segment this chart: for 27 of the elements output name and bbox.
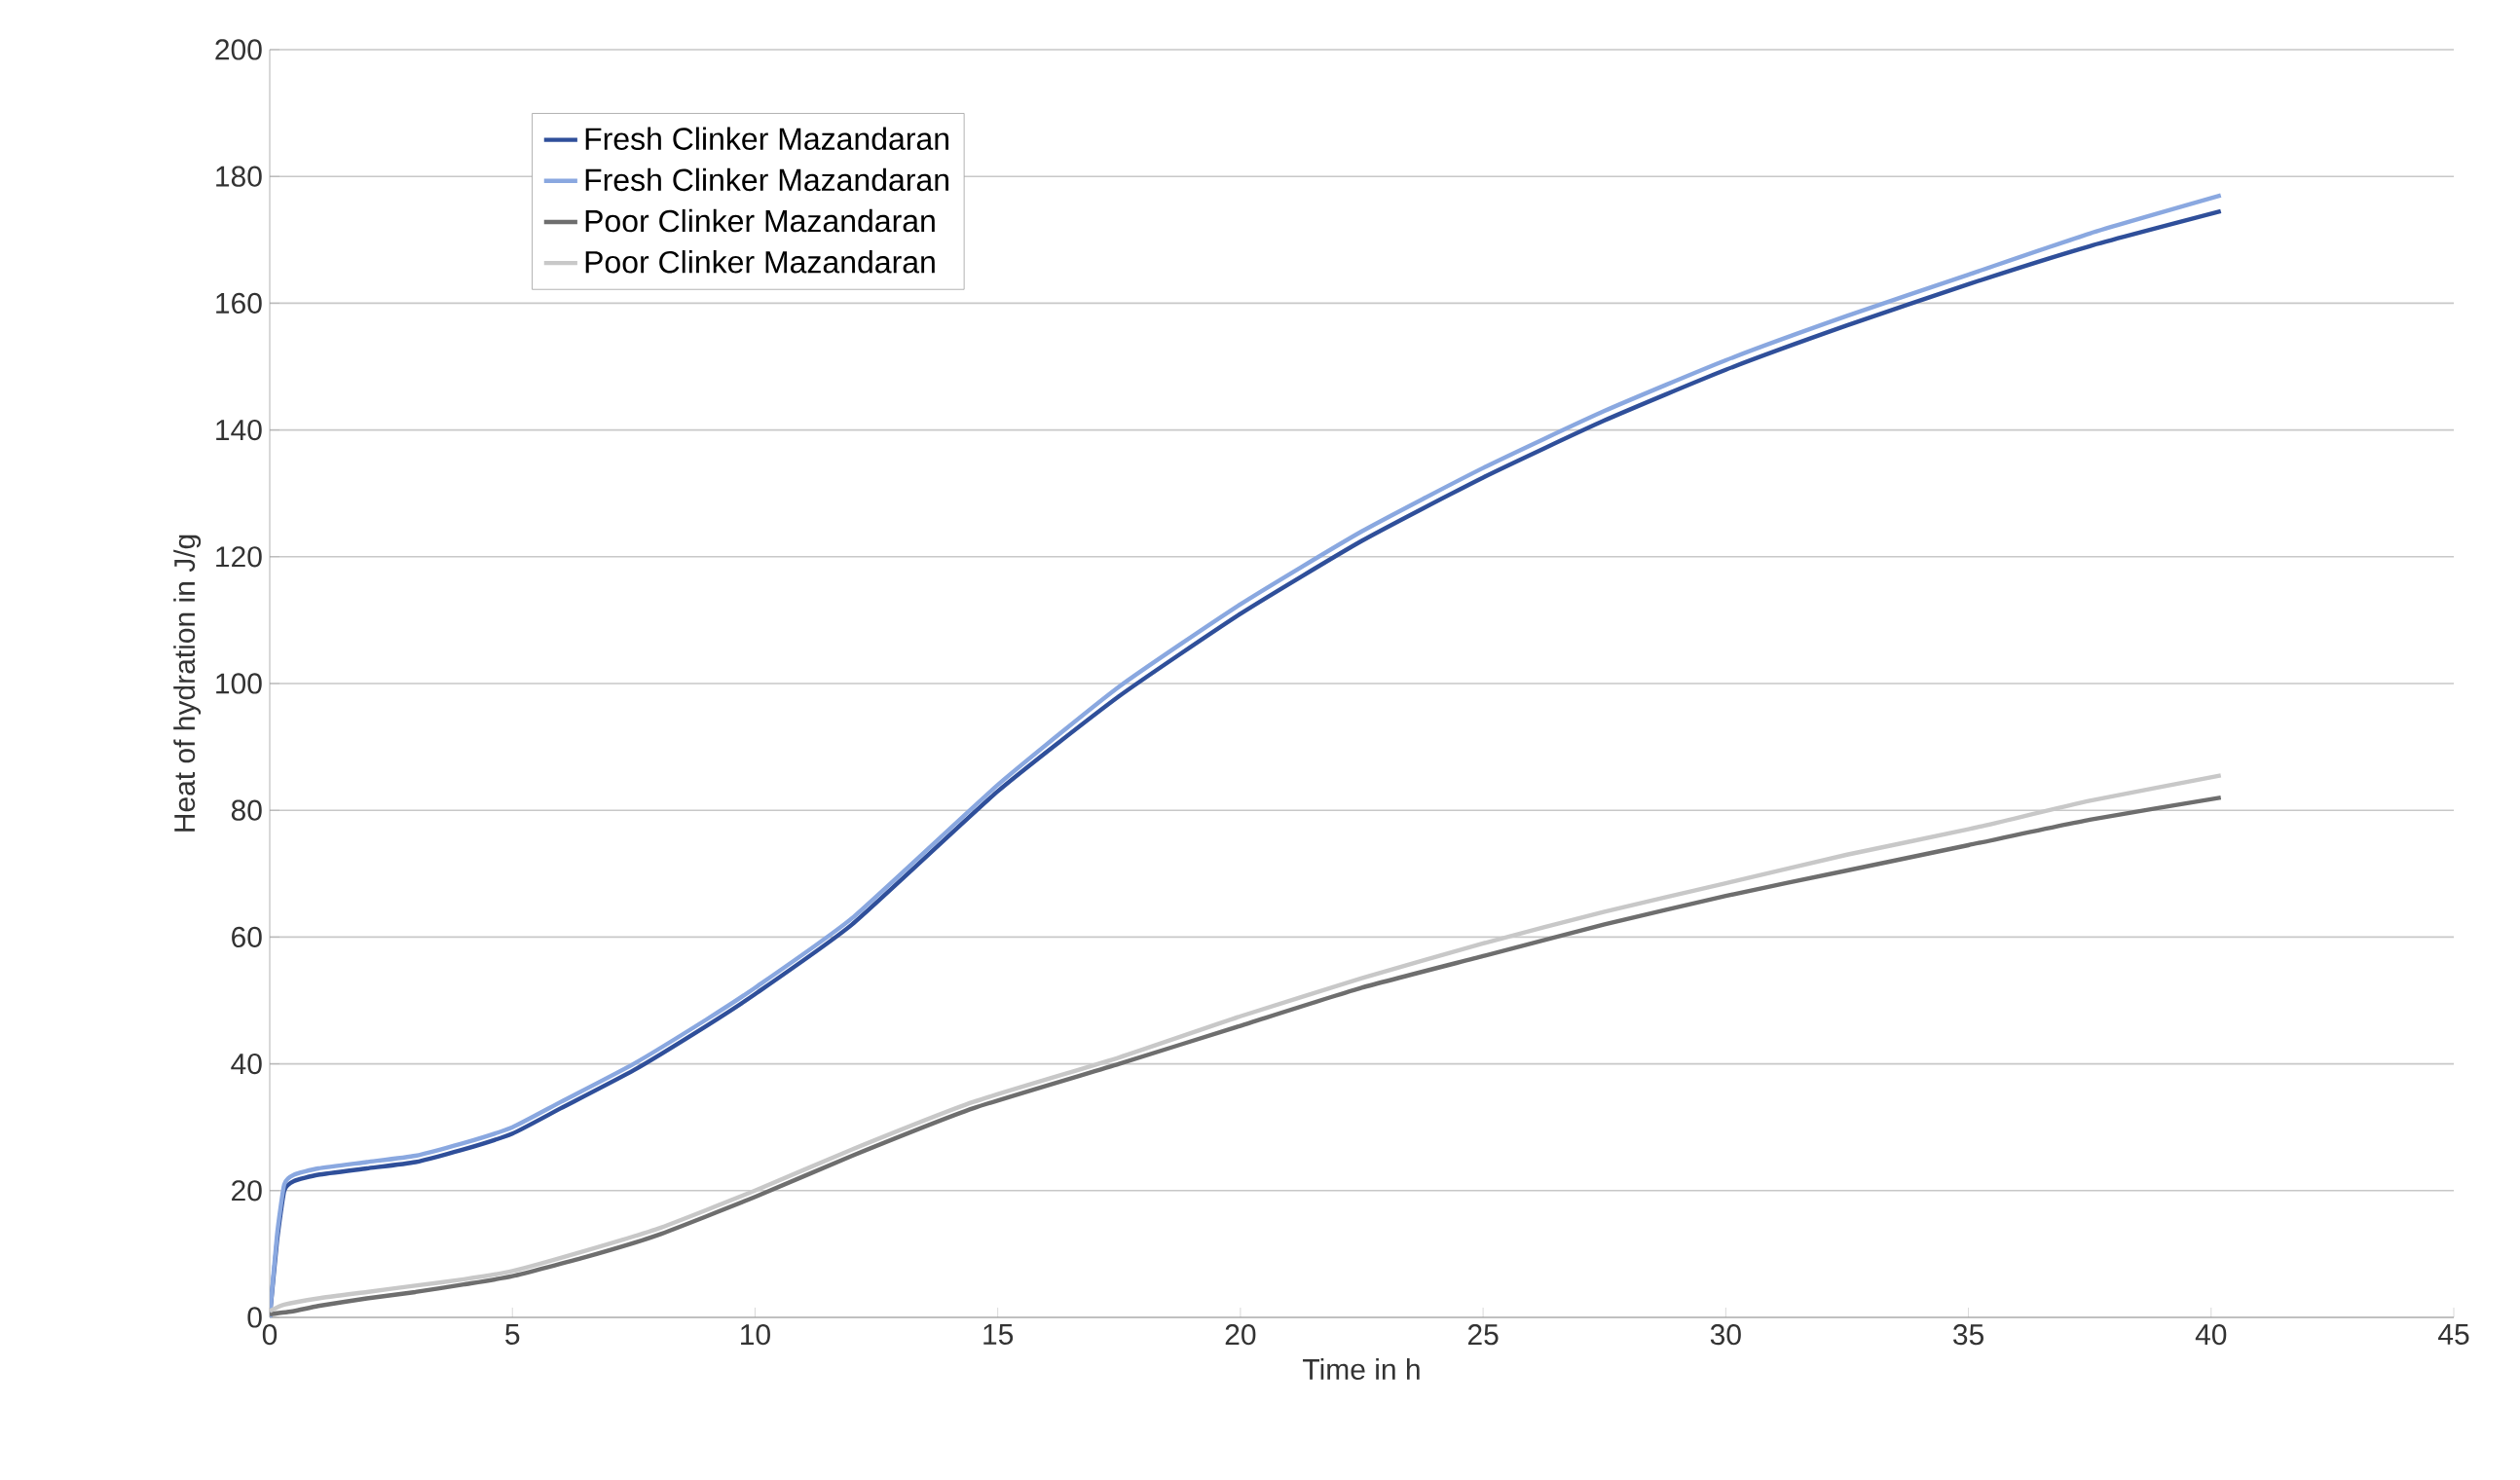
x-tick-label: 5: [505, 1324, 520, 1345]
y-tick-label: 80: [231, 799, 262, 821]
y-tick-label: 0: [247, 1307, 262, 1328]
legend-label: Fresh Clinker Mazandaran: [585, 127, 948, 150]
x-tick-label: 0: [262, 1324, 278, 1346]
x-tick-label: 20: [1225, 1324, 1256, 1346]
x-tick-label: 40: [2195, 1324, 2227, 1346]
x-tick-label: 35: [1953, 1324, 1983, 1346]
x-tick-label: 30: [1710, 1324, 1741, 1346]
y-tick-label: 20: [232, 1180, 262, 1202]
x-tick-label: 45: [2438, 1324, 2469, 1345]
y-axis-title: Heat of hydration in J/g: [173, 535, 202, 832]
x-axis-title: Time in h: [1303, 1358, 1420, 1381]
y-tick-label: 120: [216, 546, 262, 568]
x-tick-label: 10: [741, 1324, 770, 1346]
y-tick-label: 100: [216, 673, 262, 694]
x-tick-label: 25: [1467, 1324, 1499, 1346]
y-tick-label: 200: [215, 39, 262, 60]
y-tick-label: 40: [231, 1053, 262, 1075]
y-tick-label: 60: [232, 926, 262, 947]
legend-label: Poor Clinker Mazandaran: [585, 208, 935, 233]
legend-label: Fresh Clinker Mazandaran: [585, 167, 948, 192]
y-tick-label: 160: [216, 292, 262, 314]
y-tick-label: 180: [216, 166, 262, 187]
x-tick-label: 15: [983, 1324, 1014, 1345]
y-tick-label: 140: [216, 419, 262, 441]
legend-label: Poor Clinker Mazandaran: [585, 250, 935, 274]
